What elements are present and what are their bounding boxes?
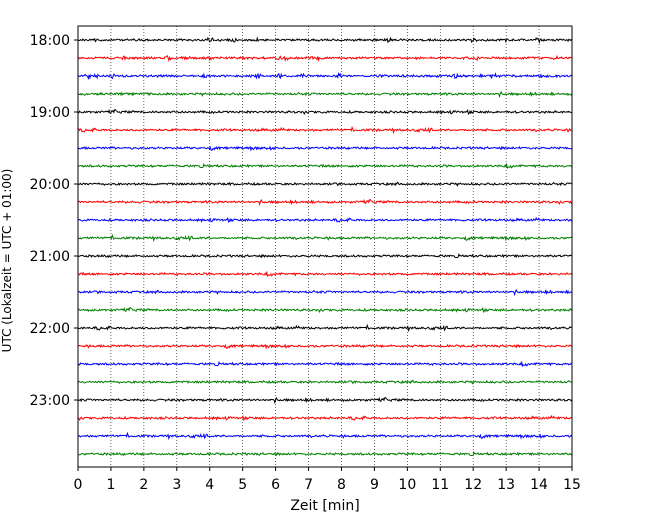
trace-7 <box>77 162 573 170</box>
x-tick-label-1: 1 <box>106 477 115 493</box>
trace-19 <box>77 379 573 385</box>
y-tick-label-4: 22:00 <box>30 321 70 337</box>
y-tick-label-5: 23:00 <box>30 393 70 409</box>
trace-1 <box>77 54 573 63</box>
trace-6 <box>77 145 573 152</box>
trace-9 <box>77 198 573 207</box>
trace-4 <box>77 108 573 116</box>
x-tick-label-12: 12 <box>464 477 482 493</box>
trace-12 <box>77 253 573 259</box>
x-tick-label-13: 13 <box>497 477 515 493</box>
x-tick-label-0: 0 <box>74 477 83 493</box>
y-tick-label-0: 18:00 <box>30 33 70 49</box>
trace-5 <box>77 125 573 135</box>
x-tick-label-14: 14 <box>530 477 548 493</box>
x-tick-label-3: 3 <box>172 477 181 493</box>
plot-frame <box>77 25 573 468</box>
x-tick-label-4: 4 <box>205 477 214 493</box>
trace-17 <box>77 343 573 350</box>
x-tick-label-8: 8 <box>337 477 346 493</box>
trace-16 <box>77 323 573 333</box>
x-tick-label-6: 6 <box>271 477 280 493</box>
trace-0 <box>77 36 573 45</box>
trace-20 <box>77 396 573 405</box>
x-tick-label-2: 2 <box>139 477 148 493</box>
trace-23 <box>77 451 573 457</box>
x-tick-label-11: 11 <box>431 477 449 493</box>
x-tick-label-15: 15 <box>563 477 581 493</box>
trace-11 <box>77 233 573 243</box>
x-tick-label-5: 5 <box>238 477 247 493</box>
y-tick-label-3: 21:00 <box>30 249 70 265</box>
x-axis-label: Zeit [min] <box>290 498 359 514</box>
trace-3 <box>77 90 573 99</box>
y-axis: 18:00 19:00 20:00 21:00 22:00 23:00 <box>30 33 78 409</box>
x-tick-label-9: 9 <box>370 477 379 493</box>
trace-21 <box>77 414 573 422</box>
trace-18 <box>77 360 573 368</box>
traces <box>77 36 573 457</box>
trace-15 <box>77 306 573 314</box>
trace-14 <box>77 288 573 297</box>
y-tick-label-2: 20:00 <box>30 177 70 193</box>
x-axis: 0 1 2 3 4 5 6 7 8 9 10 11 12 13 14 15 <box>74 467 581 493</box>
x-tick-label-10: 10 <box>398 477 416 493</box>
trace-10 <box>77 216 573 224</box>
trace-13 <box>77 270 573 278</box>
y-tick-label-1: 19:00 <box>30 105 70 121</box>
trace-8 <box>77 181 573 187</box>
trace-22 <box>77 431 573 441</box>
y-axis-label: UTC (Lokalzeit = UTC + 01:00) <box>0 169 14 353</box>
x-tick-label-7: 7 <box>304 477 313 493</box>
trace-2 <box>77 71 573 81</box>
